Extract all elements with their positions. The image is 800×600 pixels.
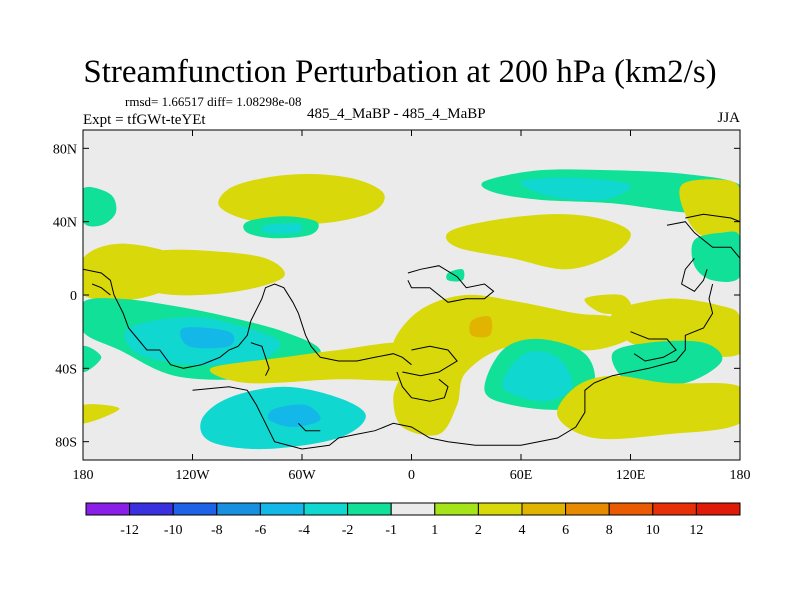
- colorbar-label-9: 4: [519, 523, 526, 538]
- contour-region-33: [584, 294, 632, 314]
- coastline-2: [402, 345, 458, 377]
- contour-region-8: [520, 177, 632, 201]
- y-tick-label-2: 0: [70, 289, 77, 304]
- coastline-12: [91, 283, 111, 296]
- contour-region-2: [83, 187, 117, 227]
- experiment-label: Expt = tfGWt-teYEt: [83, 112, 206, 128]
- coastline-layer: [83, 213, 740, 450]
- coastline-10: [681, 257, 708, 292]
- contour-region-16: [180, 327, 235, 349]
- chart-title: Streamfunction Perturbation at 200 hPa (…: [83, 54, 717, 90]
- x-tick-label-6: 180: [730, 468, 751, 483]
- coastline-3: [396, 371, 449, 402]
- colorbar-label-12: 10: [646, 523, 660, 538]
- contour-region-28: [610, 298, 740, 357]
- colorbar-swatch-10: [521, 502, 567, 516]
- coastline-6: [298, 422, 321, 432]
- x-tick-label-1: 120W: [175, 468, 210, 483]
- colorbar-label-4: -4: [298, 523, 310, 538]
- colorbar-swatch-5: [303, 502, 349, 516]
- contour-region-21: [267, 404, 321, 427]
- contour-region-27: [511, 360, 555, 387]
- coastline-1: [250, 342, 270, 376]
- stats-label: rmsd= 1.66517 diff= 1.08298e-08: [125, 94, 302, 109]
- x-tick-label-4: 60E: [510, 468, 533, 483]
- colorbar-swatch-11: [565, 502, 610, 516]
- coastline-11: [685, 213, 740, 223]
- coastline-8: [407, 265, 495, 303]
- colorbar-label-5: -2: [342, 523, 354, 538]
- x-tick-label-0: 180: [73, 468, 94, 483]
- season-label: JJA: [717, 110, 740, 126]
- contour-region-24: [469, 316, 493, 338]
- colorbar: -12 -10 -8 -6 -4 -2 -1 1 2 4 6 8 10 12: [85, 502, 741, 538]
- x-tick-label-2: 60W: [288, 468, 316, 483]
- coastline-7: [630, 331, 677, 362]
- contour-region-10: [691, 231, 740, 282]
- cases-label: 485_4_MaBP - 485_4_MaBP: [307, 106, 486, 122]
- colorbar-swatch-14: [695, 502, 741, 516]
- contour-region-30: [557, 375, 740, 440]
- colorbar-swatch-3: [216, 502, 261, 516]
- coastline-4: [356, 283, 714, 446]
- contour-region-6: [501, 225, 586, 252]
- colorbar-label-8: 2: [475, 523, 482, 538]
- y-tick-label-0: 80N: [53, 142, 77, 157]
- y-tick-label-3: 40S: [55, 362, 77, 377]
- colorbar-label-13: 12: [689, 523, 703, 538]
- colorbar-swatch-6: [347, 502, 392, 516]
- colorbar-swatch-7: [390, 502, 436, 516]
- colorbar-swatch-2: [172, 502, 218, 516]
- colorbar-label-7: 1: [431, 523, 438, 538]
- contour-region-9: [679, 179, 740, 239]
- colorbar-swatch-13: [652, 502, 697, 516]
- colorbar-swatch-9: [477, 502, 523, 516]
- colorbar-label-3: -6: [255, 523, 267, 538]
- colorbar-label-2: -8: [211, 523, 223, 538]
- colorbar-label-0: -12: [120, 523, 139, 538]
- contour-layer: [83, 169, 740, 450]
- y-tick-label-1: 40N: [53, 216, 77, 231]
- colorbar-swatch-4: [259, 502, 305, 516]
- colorbar-swatch-0: [85, 502, 131, 516]
- contour-region-31: [83, 345, 102, 373]
- axis-ticks: 180 120W 60W 0 60E 120E 180 80N 40N 0 40S 80S: [53, 130, 751, 483]
- y-tick-label-4: 80S: [55, 436, 77, 451]
- x-tick-label-3: 0: [408, 468, 415, 483]
- colorbar-swatch-8: [434, 502, 479, 516]
- coastline-0: [83, 268, 412, 369]
- x-tick-label-5: 120E: [616, 468, 646, 483]
- contour-region-1: [232, 181, 357, 209]
- colorbar-label-1: -10: [164, 523, 183, 538]
- contour-region-13: [198, 257, 249, 277]
- contour-region-32: [83, 404, 120, 424]
- coastline-9: [666, 221, 740, 259]
- colorbar-label-11: 8: [606, 523, 613, 538]
- coastline-5: [192, 386, 357, 450]
- colorbar-swatch-1: [129, 502, 174, 516]
- colorbar-label-10: 6: [562, 523, 569, 538]
- colorbar-label-6: -1: [385, 523, 397, 538]
- contour-region-4: [261, 223, 303, 234]
- colorbar-swatch-12: [608, 502, 654, 516]
